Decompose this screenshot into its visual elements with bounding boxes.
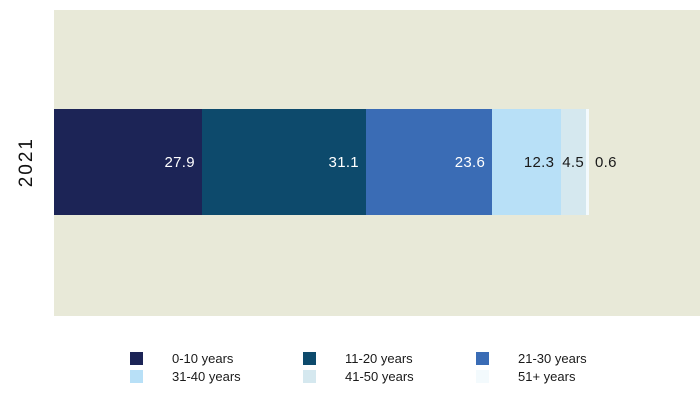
y-axis-label: 2021 xyxy=(16,136,37,188)
legend-label: 31-40 years xyxy=(172,368,241,384)
bar-segment-41-50-years: 4.5 xyxy=(561,109,586,215)
legend-column-3: 21-30 years 51+ years xyxy=(476,349,587,385)
legend-label: 51+ years xyxy=(518,368,576,384)
legend-swatch-0-10-years xyxy=(130,351,143,365)
bar-value-label: 27.9 xyxy=(164,153,195,171)
legend-item-21-30-years: 21-30 years xyxy=(476,349,587,367)
legend-swatch-41-50-years xyxy=(303,369,316,383)
stacked-bar: 27.9 31.1 23.6 12.3 4.5 xyxy=(54,109,589,215)
y-axis: 2021 xyxy=(0,109,54,215)
legend-label: 21-30 years xyxy=(518,350,587,366)
bar-segment-11-20-years: 31.1 xyxy=(201,109,366,215)
legend-label: 0-10 years xyxy=(172,350,234,366)
legend: 0-10 years 31-40 years 11-20 years 41-50… xyxy=(0,349,700,389)
legend-item-41-50-years: 41-50 years xyxy=(303,367,414,385)
bar-segment-51-plus-years xyxy=(585,109,589,215)
legend-label: 41-50 years xyxy=(345,368,414,384)
legend-item-31-40-years: 31-40 years xyxy=(130,367,241,385)
legend-column-1: 0-10 years 31-40 years xyxy=(130,349,241,385)
legend-column-2: 11-20 years 41-50 years xyxy=(303,349,414,385)
bar-value-label-outside: 0.6 xyxy=(595,153,617,171)
legend-swatch-21-30-years xyxy=(476,351,489,365)
legend-item-11-20-years: 11-20 years xyxy=(303,349,414,367)
bar-segment-21-30-years: 23.6 xyxy=(365,109,493,215)
bar-segment-0-10-years: 27.9 xyxy=(54,109,202,215)
legend-label: 11-20 years xyxy=(345,350,413,366)
legend-swatch-51-plus-years xyxy=(476,369,489,383)
bar-value-label: 23.6 xyxy=(454,153,486,171)
bar-value-label: 4.5 xyxy=(562,153,584,171)
bar-value-label: 12.3 xyxy=(523,153,555,171)
bar-segment-31-40-years: 12.3 xyxy=(492,109,562,215)
bar-value-label: 31.1 xyxy=(328,153,359,171)
legend-item-51-plus-years: 51+ years xyxy=(476,367,587,385)
legend-item-0-10-years: 0-10 years xyxy=(130,349,241,367)
legend-swatch-31-40-years xyxy=(130,369,143,383)
legend-swatch-11-20-years xyxy=(303,351,316,365)
